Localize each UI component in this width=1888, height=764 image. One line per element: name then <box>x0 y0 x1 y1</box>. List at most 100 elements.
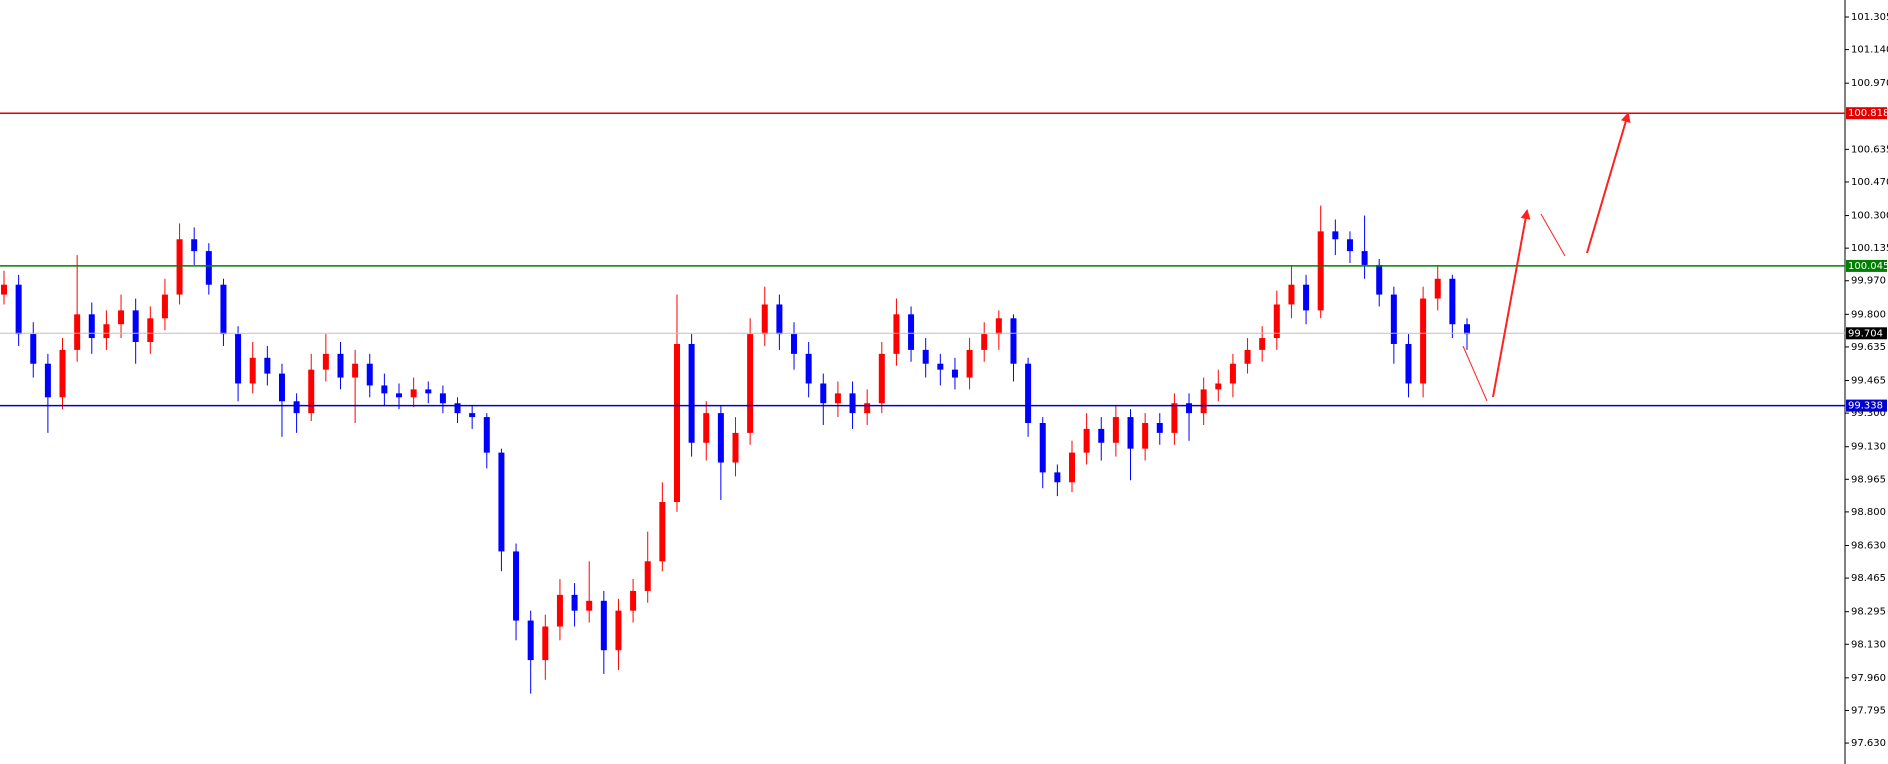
candle-body <box>951 369 958 378</box>
candle-body <box>322 353 329 370</box>
level-label-box <box>1846 399 1887 412</box>
candle-body <box>1 284 7 295</box>
y-tick-label: 99.800 <box>1851 309 1886 320</box>
candle-body <box>1303 284 1310 311</box>
candle-body <box>1332 231 1339 240</box>
y-tick-label: 98.630 <box>1851 540 1886 551</box>
candle-body <box>820 383 827 404</box>
candle-body <box>1273 304 1280 339</box>
candle-body <box>673 343 680 503</box>
y-tick-label: 97.960 <box>1851 673 1886 684</box>
candle-body <box>688 343 695 443</box>
y-tick-label: 100.635 <box>1851 144 1888 155</box>
candle-body <box>264 357 271 374</box>
candle-body <box>337 353 344 378</box>
level-label: 99.704 <box>1848 328 1883 339</box>
candle-body <box>703 413 710 443</box>
candle-body <box>483 417 490 453</box>
candle-body <box>381 385 388 394</box>
level-label-box <box>1846 259 1887 272</box>
candle-body <box>922 349 929 364</box>
candle-body <box>396 393 403 398</box>
candle-body <box>132 310 139 342</box>
y-tick-label: 98.965 <box>1851 474 1886 485</box>
candle-body <box>1083 428 1090 453</box>
candle-body <box>118 310 125 325</box>
y-tick-label: 100.970 <box>1851 78 1888 89</box>
candle-body <box>1010 318 1017 364</box>
candle-body <box>791 334 798 354</box>
candle-body <box>878 353 885 404</box>
candle-body <box>1390 294 1397 344</box>
candle-body <box>513 551 520 621</box>
candle-body <box>30 334 37 364</box>
candle-body <box>966 349 973 378</box>
candle-body <box>220 284 227 335</box>
level-label-box <box>1846 107 1887 120</box>
candle-body <box>717 413 724 463</box>
candle-body <box>439 393 446 404</box>
candle-body <box>74 314 81 350</box>
candle-body <box>659 502 666 562</box>
candle-body <box>908 314 915 350</box>
y-tick-label: 99.130 <box>1851 442 1886 453</box>
forecast-arrow <box>1492 209 1531 398</box>
y-tick-label: 101.140 <box>1851 45 1888 56</box>
candle-body <box>1405 343 1412 384</box>
level-label: 100.818 <box>1848 108 1888 119</box>
candle-body <box>571 594 578 611</box>
y-tick-label: 100.300 <box>1851 211 1888 222</box>
y-tick-label: 98.130 <box>1851 639 1886 650</box>
candle-body <box>1054 472 1061 483</box>
y-tick-label: 97.630 <box>1851 738 1886 749</box>
candle-body <box>425 389 432 394</box>
candle-body <box>864 403 871 414</box>
y-tick-label: 97.795 <box>1851 705 1886 716</box>
candle-body <box>556 594 563 627</box>
candle-body <box>1434 278 1441 299</box>
level-label: 100.045 <box>1848 261 1888 272</box>
candle-body <box>1039 422 1046 473</box>
candle-body <box>205 251 212 285</box>
candle-body <box>747 334 754 433</box>
y-tick-label: 99.635 <box>1851 342 1886 353</box>
forecast-segment <box>1540 213 1566 257</box>
candle-body <box>15 284 22 335</box>
candle-body <box>1215 383 1222 390</box>
candle-body <box>527 620 534 661</box>
candle-body <box>630 590 637 611</box>
candle-body <box>1156 422 1163 433</box>
candle-body <box>293 401 300 414</box>
candle-body <box>161 294 168 319</box>
candle-body <box>103 324 110 339</box>
candle-body <box>805 353 812 384</box>
y-tick-label: 99.970 <box>1851 276 1886 287</box>
candle-body <box>834 393 841 404</box>
y-tick-label: 99.465 <box>1851 376 1886 387</box>
y-tick-label: 98.465 <box>1851 573 1886 584</box>
candle-body <box>1068 452 1075 483</box>
candle-body <box>995 318 1002 335</box>
candle-body <box>893 314 900 354</box>
candle-body <box>1244 349 1251 364</box>
candle-body <box>1200 389 1207 414</box>
y-tick-label: 98.800 <box>1851 507 1886 518</box>
candle-body <box>498 452 505 552</box>
candle-body <box>1376 264 1383 295</box>
candle-body <box>542 626 549 661</box>
candle-body <box>1142 422 1149 449</box>
level-label: 99.338 <box>1848 401 1883 412</box>
candle-body <box>615 610 622 651</box>
forecast-segment <box>1462 345 1488 402</box>
candle-body <box>849 393 856 414</box>
candle-body <box>44 363 51 398</box>
candle-body <box>981 334 988 350</box>
y-tick-label: 98.295 <box>1851 607 1886 618</box>
candle-body <box>366 363 373 386</box>
candle-body <box>88 314 95 339</box>
candle-body <box>235 334 242 384</box>
y-tick-label: 100.135 <box>1851 243 1888 254</box>
forecast-arrow <box>1586 112 1631 254</box>
